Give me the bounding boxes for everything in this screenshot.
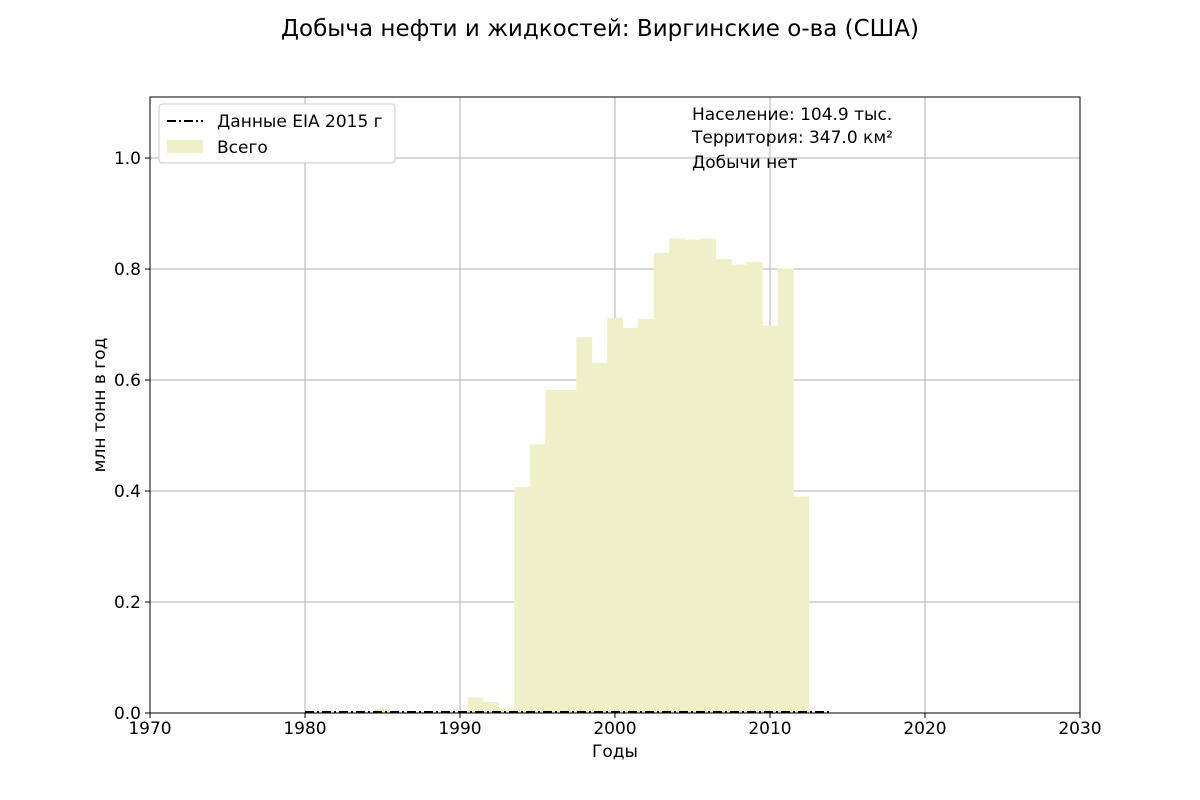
bar-1984 [359, 711, 376, 713]
ticks-layer: 1970 1980 1990 2000 2010 2020 2030 0.0 0.2 0.4 0.6… [114, 149, 1102, 739]
y-tick-label: 0.4 [114, 482, 141, 502]
bar-1995 [529, 444, 546, 713]
bars-layer [297, 238, 810, 714]
annotation-no-production: Добычи нет [692, 153, 798, 173]
y-tick-label: 0.2 [114, 593, 141, 613]
bar-2004 [669, 238, 686, 713]
bar-2012 [793, 496, 810, 713]
y-tick-label: 0.8 [114, 260, 141, 280]
bar-2000 [607, 317, 624, 713]
bar-1993 [498, 708, 515, 713]
chart-title: Добыча нефти и жидкостей: Виргинские о-в… [281, 16, 919, 42]
y-tick-label: 0.0 [114, 704, 141, 724]
y-tick-label: 1.0 [114, 149, 141, 169]
bar-2007 [715, 259, 732, 713]
y-axis-label: млн тонн в год [90, 338, 110, 473]
x-tick-label: 2020 [903, 719, 946, 739]
bar-1998 [576, 337, 593, 713]
legend-total-label: Всего [217, 138, 268, 158]
annotation-population: Население: 104.9 тыс. [692, 105, 892, 125]
legend-total-swatch [167, 140, 203, 153]
bar-1994 [514, 487, 531, 713]
bar-2008 [731, 264, 748, 713]
bar-2003 [653, 252, 670, 714]
bar-1992 [483, 701, 500, 713]
bar-2006 [700, 238, 717, 713]
bar-1985 [374, 708, 391, 713]
annotation-territory: Территория: 347.0 км² [691, 128, 893, 148]
legend-eia-label: Данные EIA 2015 г [217, 112, 383, 132]
x-axis-label: Годы [592, 742, 638, 762]
legend: Данные EIA 2015 г Всего [158, 103, 396, 164]
x-tick-label: 2010 [748, 719, 791, 739]
y-tick-label: 0.6 [114, 371, 141, 391]
bar-1997 [560, 390, 577, 713]
x-tick-label: 2000 [593, 719, 636, 739]
bar-2010 [762, 325, 779, 713]
bar-2005 [684, 239, 701, 714]
bar-1999 [591, 362, 608, 713]
bar-2001 [622, 327, 639, 713]
x-tick-label: 1990 [438, 719, 481, 739]
annotation-box: Население: 104.9 тыс. Территория: 347.0 … [691, 105, 893, 173]
bar-1991 [467, 697, 484, 713]
bar-2009 [746, 261, 763, 713]
x-tick-label: 2030 [1058, 719, 1101, 739]
legend-frame [158, 103, 396, 164]
bar-2002 [638, 318, 655, 713]
x-tick-label: 1970 [128, 719, 171, 739]
bar-2011 [777, 268, 794, 713]
bar-1996 [545, 390, 562, 713]
x-tick-label: 1980 [283, 719, 326, 739]
